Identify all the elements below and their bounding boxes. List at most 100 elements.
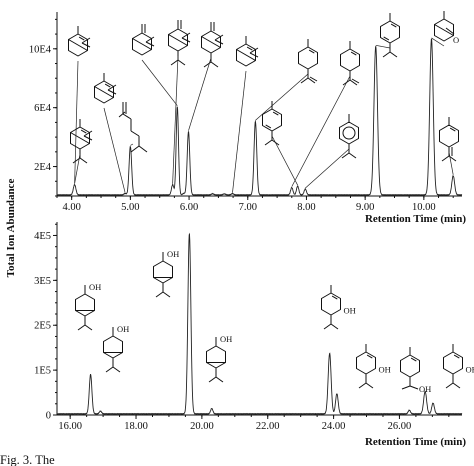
- x-tick-label: 8.00: [297, 202, 315, 213]
- gem-methyl: [145, 36, 155, 43]
- bridge-bond: [168, 34, 188, 46]
- ring-bond: [103, 335, 123, 359]
- gem-methyl: [214, 39, 224, 45]
- top-structures: O: [68, 11, 459, 193]
- gem-methyl: [81, 42, 91, 48]
- bond: [452, 382, 461, 389]
- hydroxyl-label: OH: [220, 334, 232, 344]
- x-tick-label: 16.00: [58, 421, 82, 432]
- hydroxyl-label: OH: [419, 384, 431, 394]
- aromatic-ring: [342, 126, 356, 140]
- bond: [365, 382, 374, 389]
- gem-methyl: [181, 32, 191, 39]
- double-bond: [390, 23, 397, 28]
- bottom-chromatogram-panel: 16.00 18.00 20.00 22.00 24.00 26.00 0 1E5 2E5 3E5…: [34, 222, 463, 432]
- leader-line: [291, 75, 351, 187]
- structure-pinene_a: [68, 26, 91, 57]
- bond: [215, 376, 224, 383]
- y-tick-label: 1E5: [34, 366, 51, 377]
- structure-myrcene: [118, 102, 148, 153]
- structure-cymene: [339, 114, 359, 159]
- ring-bond: [439, 124, 459, 148]
- bond: [122, 113, 132, 120]
- bond: [382, 51, 391, 58]
- structure-cymene_diene: [262, 101, 282, 146]
- double-bond: [449, 127, 456, 132]
- x-tick-label: 20.00: [190, 421, 214, 432]
- structure-thujanol: OH: [153, 249, 179, 298]
- bridge-bond: [201, 36, 221, 48]
- ring-bond: [321, 292, 341, 316]
- bond: [348, 152, 357, 159]
- ring-bond: [443, 351, 463, 375]
- x-tick-label: 4.00: [62, 202, 80, 213]
- double-bond: [350, 51, 357, 56]
- gem-methyl: [83, 135, 93, 141]
- chromatogram-trace: [56, 38, 463, 196]
- structure-terpinen4ol: OH: [356, 344, 391, 389]
- bridge-bond: [236, 49, 256, 61]
- hydroxyl-label: OH: [117, 324, 129, 334]
- structure-bicyclo_iso: [70, 119, 93, 164]
- bottom-structures: OH OH OH OH OH OH OH OH: [75, 249, 474, 394]
- bond: [130, 145, 140, 153]
- bond: [330, 323, 339, 330]
- bridge-bond: [132, 38, 152, 50]
- leader-line: [172, 55, 179, 184]
- bond: [358, 382, 367, 389]
- structure-sabinene: [201, 22, 224, 68]
- bond: [349, 79, 358, 86]
- gem-methyl: [83, 130, 93, 137]
- hydroxyl-label: OH: [344, 306, 356, 316]
- leader-line: [130, 143, 134, 146]
- leader-line: [103, 107, 126, 193]
- bond: [155, 291, 164, 298]
- double-bond: [308, 49, 315, 54]
- bond: [138, 145, 148, 153]
- y-tick-label: 4E5: [34, 231, 51, 242]
- hydroxyl-label: OH: [167, 249, 179, 259]
- gem-methyl: [145, 41, 155, 47]
- double-bond: [351, 78, 360, 84]
- x-tick-label: 24.00: [322, 421, 346, 432]
- leader-line: [141, 59, 178, 106]
- y-tick-label: 2E4: [34, 162, 52, 173]
- double-bond: [309, 76, 318, 82]
- bridge-bond: [434, 24, 454, 36]
- double-bond: [331, 295, 338, 300]
- bond: [170, 59, 179, 66]
- leader-line: [375, 44, 391, 49]
- double-bond: [453, 354, 460, 359]
- bottom-x-axis-title: Retention Time (min): [365, 436, 466, 448]
- bridge-bond: [70, 132, 90, 144]
- bridge-bond: [94, 86, 114, 98]
- top-chromatogram-panel: 4.00 5.00 6.00 7.00 8.00 9.00 10.00 2E4 6E4 10E4: [29, 12, 463, 213]
- y-axis-title: Total Ion Abundance: [5, 179, 17, 278]
- bond: [162, 291, 171, 298]
- y-tick-label: 10E4: [29, 44, 52, 55]
- ring-bond: [262, 108, 282, 132]
- gem-methyl: [107, 84, 117, 91]
- gem-methyl: [249, 52, 259, 58]
- structure-thujanol: OH: [103, 324, 129, 373]
- gem-methyl: [181, 37, 191, 43]
- double-bond: [246, 46, 253, 51]
- structure-sabinene: [168, 20, 191, 66]
- leader-line: [448, 151, 454, 175]
- bond: [389, 51, 398, 58]
- bond: [341, 152, 350, 159]
- gem-methyl: [249, 47, 259, 54]
- leader-line: [232, 70, 247, 193]
- chromatogram-trace: [56, 232, 463, 415]
- double-bond: [366, 354, 373, 359]
- x-tick-label: 9.00: [356, 202, 374, 213]
- leader-line: [74, 153, 81, 184]
- leader-line: [271, 135, 298, 186]
- double-bond: [104, 83, 111, 88]
- bond: [264, 139, 273, 146]
- bond: [401, 385, 411, 390]
- ring-bond: [340, 48, 360, 72]
- structure-pinene_b: [132, 24, 155, 56]
- double-bond: [78, 36, 85, 41]
